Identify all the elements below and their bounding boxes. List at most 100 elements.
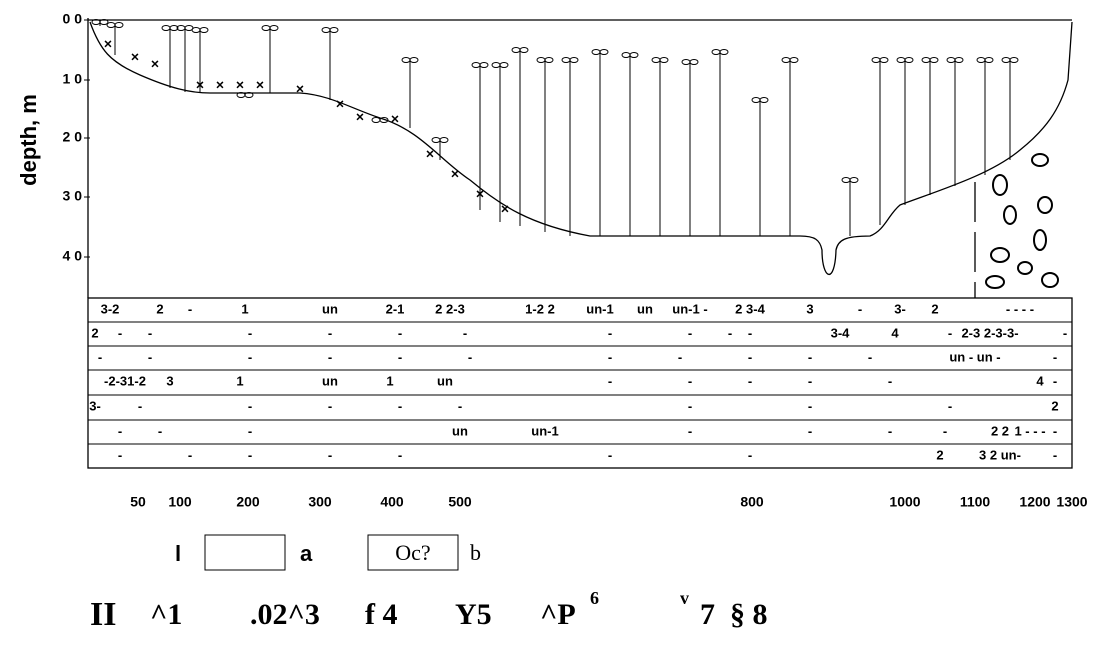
- table-cell: -: [118, 423, 122, 438]
- x-tick-label: 200: [236, 494, 260, 510]
- table-cell: -: [138, 398, 142, 413]
- plant-leaf: [976, 57, 986, 63]
- table-cell: 3-2: [101, 301, 120, 316]
- table-cell: 3: [166, 373, 173, 388]
- footer-symbol: f 4: [365, 598, 398, 631]
- x-mark: ×: [296, 81, 304, 97]
- x-mark: ×: [256, 77, 264, 93]
- table-cell: 2: [931, 301, 938, 316]
- table-cell: -: [328, 398, 332, 413]
- table-cell: 1 - - -: [1014, 423, 1045, 438]
- plant-leaf: [114, 22, 124, 28]
- footer-symbol: II: [90, 596, 116, 633]
- table-cell: un: [452, 423, 468, 438]
- plant-leaf: [984, 57, 994, 63]
- plant-leaf: [751, 97, 761, 103]
- table-cell: -: [148, 325, 152, 340]
- table-cell: -: [868, 349, 872, 364]
- table-cell: 1-2 2: [525, 301, 555, 316]
- table-cell: -: [248, 398, 252, 413]
- table-cell: un: [322, 301, 338, 316]
- footer-symbol: § 8: [730, 598, 768, 631]
- x-mark: ×: [104, 36, 112, 52]
- table-cell: 3-: [89, 398, 101, 413]
- footer-symbol: .02^3: [250, 598, 320, 631]
- plant-leaf: [921, 57, 931, 63]
- table-cell: -: [188, 447, 192, 462]
- plant-leaf: [569, 57, 579, 63]
- footer-symbol: ^1: [150, 598, 182, 631]
- plant-leaf: [544, 57, 554, 63]
- x-mark: ×: [216, 77, 224, 93]
- plant-leaf: [261, 25, 271, 31]
- table-cell: 1: [386, 373, 393, 388]
- table-cell: 1: [236, 373, 243, 388]
- table-cell: 3-: [894, 301, 906, 316]
- x-tick-label: 800: [740, 494, 764, 510]
- y-tick-label: 1 0: [63, 71, 83, 87]
- x-mark: ×: [451, 166, 459, 182]
- table-cell: -: [248, 423, 252, 438]
- table-cell: -: [328, 325, 332, 340]
- plant-leaf: [244, 92, 254, 98]
- plant-leaf: [321, 27, 331, 33]
- x-mark: ×: [196, 77, 204, 93]
- footer-symbol: v: [680, 588, 689, 608]
- legend-label: b: [470, 540, 481, 565]
- y-tick-label: 4 0: [63, 248, 83, 264]
- table-cell: -: [808, 349, 812, 364]
- y-tick-label: 2 0: [63, 129, 83, 145]
- table-cell: un-1 -: [672, 301, 707, 316]
- plant-leaf: [106, 22, 116, 28]
- y-tick-label: 0 0: [63, 11, 83, 27]
- plant-leaf: [479, 62, 489, 68]
- plant-leaf: [1001, 57, 1011, 63]
- plant-leaf: [841, 177, 851, 183]
- table-cell: 1: [241, 301, 248, 316]
- table-cell: -: [398, 349, 402, 364]
- table-cell: 2: [936, 447, 943, 462]
- table-cell: -: [808, 373, 812, 388]
- plant-leaf: [99, 19, 109, 25]
- plant-leaf: [896, 57, 906, 63]
- plant-leaf: [169, 25, 179, 31]
- plant-leaf: [629, 52, 639, 58]
- table-cell: un - un -: [949, 349, 1000, 364]
- plant-leaf: [471, 62, 481, 68]
- plant-leaf: [849, 177, 859, 183]
- table-cell: -: [748, 373, 752, 388]
- table-cell: -: [328, 447, 332, 462]
- rock: [1033, 229, 1047, 251]
- footer-symbol: 6: [590, 588, 599, 608]
- plant-leaf: [879, 57, 889, 63]
- plant-leaf: [789, 57, 799, 63]
- footer-symbol: Y5: [455, 598, 492, 631]
- legend-label: l: [175, 541, 181, 566]
- x-tick-label: 1100: [960, 494, 991, 510]
- table-cell: -: [1053, 373, 1057, 388]
- plant-leaf: [871, 57, 881, 63]
- table-cell: -: [188, 301, 192, 316]
- table-cell: un-1: [531, 423, 558, 438]
- plant-leaf: [904, 57, 914, 63]
- plant-leaf: [191, 27, 201, 33]
- table-cell: -: [1053, 349, 1057, 364]
- table-cell: -: [468, 349, 472, 364]
- x-tick-label: 1200: [1019, 494, 1050, 510]
- legend-box: [367, 534, 459, 571]
- table-cell: -: [808, 398, 812, 413]
- table-cell: -: [888, 373, 892, 388]
- table-cell: un: [437, 373, 453, 388]
- table-cell: 3 2 un-: [979, 447, 1021, 462]
- table-cell: -: [1053, 423, 1057, 438]
- table-cell: -: [608, 447, 612, 462]
- table-cell: 4: [1036, 373, 1044, 388]
- table-cell: 2 2: [991, 423, 1009, 438]
- plant-leaf: [946, 57, 956, 63]
- plant-leaf: [759, 97, 769, 103]
- table-cell: -: [948, 398, 952, 413]
- table-cell: -: [888, 423, 892, 438]
- plant-leaf: [329, 27, 339, 33]
